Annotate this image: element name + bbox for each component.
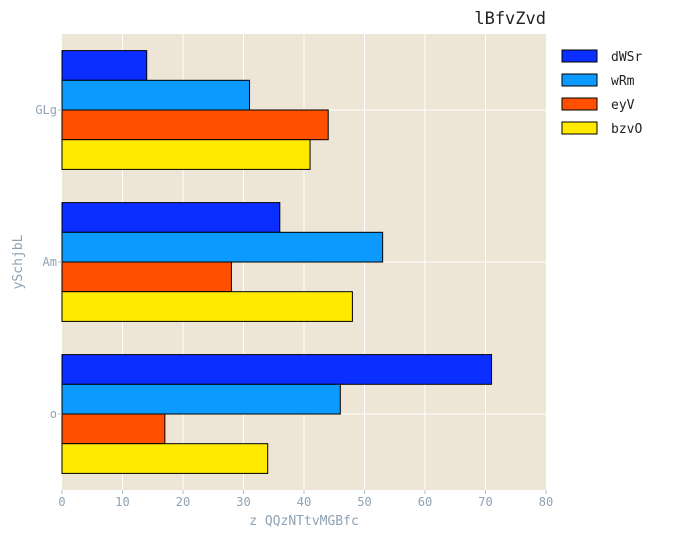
bar-dWSr-Am: [61, 202, 281, 233]
legend-swatch-wRm: [561, 73, 598, 87]
chart-title: lBfvZvd: [474, 9, 546, 29]
bar-wRm-GLg: [61, 79, 251, 111]
bar-wRm-o: [61, 383, 341, 415]
bar-bzvO-GLg: [61, 139, 311, 170]
bar-bzvO-o: [61, 443, 269, 474]
bar-eyV-GLg: [61, 109, 329, 141]
legend-label-dWSr: dWSr: [611, 50, 642, 65]
bar-dWSr-GLg: [61, 50, 148, 81]
bar-eyV-Am: [61, 261, 232, 293]
x-tick-label: 80: [539, 495, 553, 509]
y-tick-label: Am: [43, 255, 57, 269]
x-axis-ticks: 0 10 20 30 40 50 60 70 80: [58, 490, 553, 509]
x-tick-label: 70: [478, 495, 492, 509]
legend: dWSr wRm eyV bzvO: [561, 49, 642, 137]
x-tick-label: 30: [236, 495, 250, 509]
legend-label-wRm: wRm: [611, 74, 635, 89]
bar-eyV-o: [61, 413, 166, 445]
legend-swatch-dWSr: [561, 49, 598, 63]
bars: [61, 50, 493, 474]
y-axis-ticks: o Am GLg: [35, 103, 62, 421]
y-tick-label: o: [50, 407, 57, 421]
y-tick-label: GLg: [35, 103, 57, 117]
x-tick-label: 60: [418, 495, 432, 509]
x-tick-label: 40: [297, 495, 311, 509]
x-tick-label: 10: [115, 495, 129, 509]
x-tick-label: 0: [58, 495, 65, 509]
legend-label-bzvO: bzvO: [611, 122, 642, 137]
x-tick-label: 20: [176, 495, 190, 509]
legend-swatch-bzvO: [561, 121, 598, 135]
bar-wRm-Am: [61, 231, 384, 263]
y-axis-label: ySchjbL: [11, 234, 26, 289]
bar-dWSr-o: [61, 354, 493, 385]
legend-swatch-eyV: [561, 97, 598, 111]
bar-bzvO-Am: [61, 291, 353, 322]
x-tick-label: 50: [357, 495, 371, 509]
legend-label-eyV: eyV: [611, 98, 635, 113]
x-axis-label: z QQzNTtvMGBfc: [249, 514, 359, 529]
